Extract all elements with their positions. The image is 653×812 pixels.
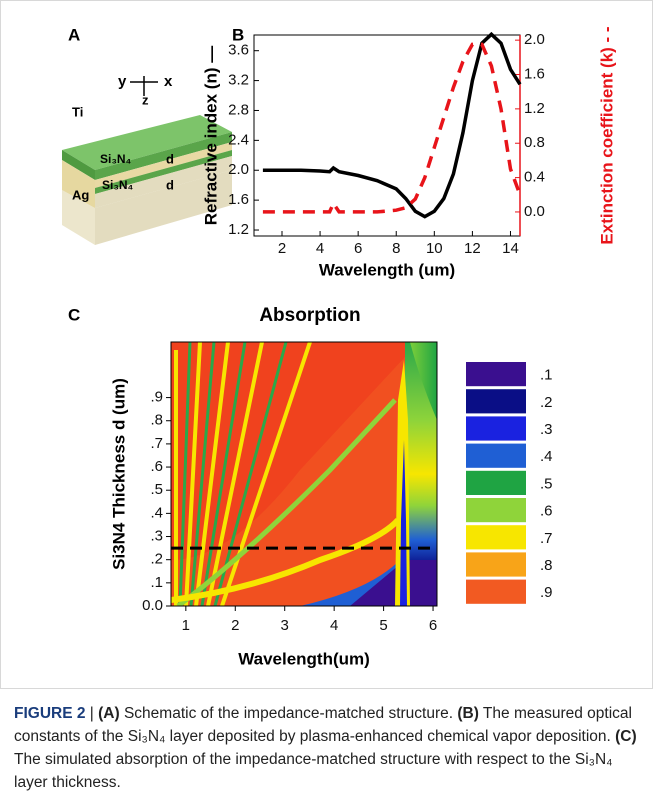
y-tick-label: 2.8 [228,101,249,118]
colorbar-swatch [466,362,526,387]
x-tick-label: 6 [429,617,437,634]
y2-tick-label: 1.2 [524,100,545,117]
dielectric-side [62,160,95,208]
x-tick-label: 3 [281,617,289,634]
x-axis-label: Wavelength(um) [238,649,370,668]
y-tick-label: .5 [150,481,163,498]
caption-text: The measured optical constants of the Si… [14,705,632,745]
plot-frame [170,341,438,607]
dielectric-side [95,156,232,208]
y-tick-label: .8 [150,412,163,429]
y-axis-label: Refractive index (n) — [201,46,220,226]
axis-arrows [130,76,158,96]
y-axis-label: Si3N4 Thickness d (um) [109,378,128,570]
y-tick-label: .4 [150,504,163,521]
y2-tick-label: 0.4 [524,169,545,186]
y2-tick-label: 1.6 [524,65,545,82]
series-line [262,42,522,214]
caption-figure: FIGURE 2 [14,705,86,722]
caption-part-label: (B) [457,705,479,722]
y-tick-label: 0.0 [142,597,163,614]
y-tick-label: 1.6 [228,191,249,208]
axis-x: x [164,73,173,90]
colorbar-swatch [466,552,526,577]
y-tick-label: 2.4 [228,131,249,148]
y-tick-label: .7 [150,435,163,452]
x-tick-label: 2 [278,240,286,257]
thickness-label: d [166,151,174,166]
y-tick-label: 3.2 [228,72,249,89]
y-tick-label: .2 [150,551,163,568]
metal-side [95,150,232,194]
x-tick-label: 6 [354,240,362,257]
y-tick-label: .9 [150,389,163,406]
y2-tick-label: 0.8 [524,134,545,151]
colorbar-swatch [466,443,526,468]
panel-label: A [68,25,80,44]
colorbar-label: .5 [540,475,553,492]
top-label: Ti [72,104,83,119]
y2-tick-label: 0.0 [524,203,545,220]
caption-part-label: (A) [98,705,120,722]
axis-z: z [142,92,149,107]
colorbar-label: .6 [540,503,553,520]
top-layer [62,115,232,170]
chart-title: Absorption [259,305,360,326]
y-tick-label: 3.6 [228,42,249,59]
x-tick-label: 4 [330,617,338,634]
caption: FIGURE 2 | (A) Schematic of the impedanc… [14,702,642,794]
axis-y: y [118,73,127,90]
dielectric-label: Si₃N₄ [102,178,134,192]
dielectric-label: Si₃N₄ [100,152,132,166]
y-tick-label: .6 [150,458,163,475]
colorbar-label: .8 [540,557,553,574]
colorbar-swatch [466,579,526,604]
colorbar-label: .1 [540,367,553,384]
figure: A y x z Ti Ag Si₃N₄ Si₃N₄ d d [0,0,653,689]
thickness-label: d [166,177,174,192]
x-tick-label: 4 [316,240,324,257]
colorbar-swatch [466,389,526,414]
dielectric-side [95,142,232,188]
panel-label: B [232,25,244,44]
top-side [62,150,95,180]
colorbar-label: .4 [540,448,553,465]
colorbar-swatch [466,525,526,550]
y-tick-label: .1 [150,574,163,591]
y-tick-label: .3 [150,527,163,544]
top-side [95,132,232,180]
x-axis-label: Wavelength (um) [319,260,455,279]
x-tick-label: 8 [392,240,400,257]
caption-part-label: (C) [615,728,637,745]
colorbar-swatch [466,470,526,495]
colorbar-label: .7 [540,530,553,547]
colorbar-label: .3 [540,421,553,438]
caption-text: Schematic of the impedance-matched struc… [119,705,458,722]
caption-separator: | [85,705,99,722]
plot-frame [253,34,521,237]
x-tick-label: 5 [379,617,387,634]
x-tick-label: 10 [426,240,443,257]
absorption-map [171,342,437,606]
x-tick-label: 1 [182,617,190,634]
colorbar-label: .9 [540,584,553,601]
colorbar-swatch [466,498,526,523]
panel-label: C [68,305,80,324]
colorbar-label: .2 [540,394,553,411]
y2-axis-label: Extinction coefficient (k) - - [597,26,616,244]
series-line [262,31,522,219]
y-tick-label: 2.0 [228,161,249,178]
y2-tick-label: 2.0 [524,31,545,48]
caption-text: The simulated absorption of the impedanc… [14,751,613,791]
colorbar-swatch [466,416,526,441]
layer-side [62,190,95,245]
schematic: A y x z Ti Ag Si₃N₄ Si₃N₄ d d [62,25,232,245]
x-tick-label: 12 [464,240,481,257]
x-tick-label: 14 [502,240,519,257]
layer-side [95,170,232,245]
y-tick-label: 1.2 [228,221,249,238]
mirror-label: Ag [72,187,89,202]
x-tick-label: 2 [231,617,239,634]
